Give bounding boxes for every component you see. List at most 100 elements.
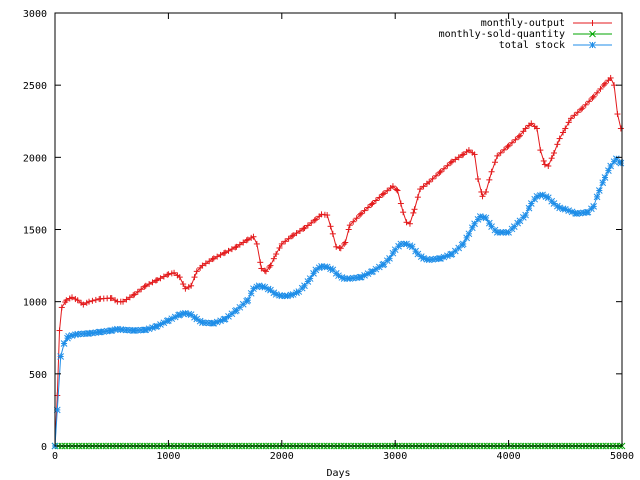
monthly-output-point bbox=[108, 295, 115, 302]
monthly-output-point bbox=[131, 291, 138, 298]
monthly-output-point bbox=[567, 115, 574, 122]
monthly-output-point bbox=[537, 147, 544, 154]
monthly-output-point bbox=[414, 194, 421, 201]
monthly-output-point bbox=[440, 165, 447, 172]
monthly-output-point bbox=[233, 243, 240, 250]
total-stock-point bbox=[386, 255, 393, 262]
monthly-output-point bbox=[562, 125, 569, 132]
monthly-output-point bbox=[123, 296, 130, 303]
monthly-output-point bbox=[285, 235, 292, 242]
monthly-output-point bbox=[210, 255, 217, 262]
monthly-output-point bbox=[601, 80, 608, 87]
total-stock-point bbox=[465, 230, 473, 238]
monthly-output-point bbox=[364, 204, 371, 211]
series-total-stock bbox=[51, 155, 625, 450]
monthly-output-point bbox=[250, 233, 257, 240]
monthly-output-point bbox=[429, 175, 436, 182]
total-stock-point bbox=[357, 273, 365, 281]
x-tick-label: 4000 bbox=[497, 451, 521, 462]
monthly-output-point bbox=[512, 136, 519, 143]
monthly-output-point bbox=[342, 239, 349, 246]
monthly-output-point bbox=[494, 152, 501, 159]
monthly-output-point bbox=[152, 277, 159, 284]
monthly-output-point bbox=[324, 212, 331, 219]
monthly-output-point bbox=[346, 222, 353, 229]
total-stock-point bbox=[187, 311, 195, 319]
monthly-output-point bbox=[225, 247, 232, 254]
monthly-output-point bbox=[556, 135, 563, 142]
total-stock-point bbox=[221, 315, 229, 323]
monthly-output-point bbox=[597, 85, 604, 92]
monthly-output-point bbox=[236, 241, 243, 248]
y-tick-label: 1500 bbox=[23, 226, 47, 237]
total-stock-point bbox=[550, 200, 558, 207]
monthly-output-point bbox=[253, 240, 260, 247]
legend-marker bbox=[589, 30, 596, 38]
monthly-output-point bbox=[261, 267, 268, 274]
monthly-output-point bbox=[164, 271, 171, 278]
monthly-output-point bbox=[214, 253, 221, 260]
monthly-output-point bbox=[394, 187, 401, 194]
total-stock-point bbox=[414, 250, 422, 258]
monthly-output-point bbox=[130, 292, 137, 299]
monthly-output-point bbox=[333, 243, 340, 250]
monthly-output-point bbox=[600, 82, 607, 89]
monthly-output-point bbox=[188, 282, 195, 289]
monthly-output-point bbox=[289, 233, 296, 240]
monthly-output-point bbox=[505, 142, 512, 149]
monthly-output-point bbox=[417, 186, 424, 193]
monthly-output-point bbox=[243, 237, 250, 244]
monthly-output-point bbox=[465, 147, 472, 154]
y-tick-label: 2000 bbox=[23, 153, 47, 164]
monthly-output-point bbox=[376, 194, 383, 201]
monthly-output-point bbox=[410, 209, 417, 216]
monthly-output-point bbox=[290, 232, 297, 239]
monthly-output-point bbox=[199, 262, 206, 269]
monthly-output-point bbox=[433, 172, 440, 179]
monthly-output-point bbox=[80, 301, 87, 308]
monthly-output-point bbox=[436, 169, 443, 176]
monthly-output-point bbox=[89, 297, 96, 304]
monthly-output-point bbox=[56, 327, 63, 334]
monthly-output-point bbox=[138, 286, 145, 293]
x-tick-label: 2000 bbox=[270, 451, 294, 462]
monthly-output-point bbox=[444, 162, 451, 169]
y-tick-label: 500 bbox=[29, 370, 47, 381]
monthly-output-point bbox=[217, 251, 224, 258]
total-stock-point bbox=[607, 162, 615, 170]
total-stock-point bbox=[301, 282, 308, 290]
monthly-output-point bbox=[528, 120, 535, 127]
monthly-output-point bbox=[240, 239, 247, 246]
monthly-output-point bbox=[182, 285, 189, 292]
monthly-output-point bbox=[389, 183, 396, 190]
monthly-output-point bbox=[550, 150, 557, 157]
total-stock-point bbox=[471, 220, 478, 228]
monthly-output-point bbox=[501, 146, 508, 153]
monthly-output-point bbox=[357, 211, 364, 218]
y-tick-label: 2500 bbox=[23, 81, 47, 92]
monthly-output-point bbox=[455, 154, 462, 161]
x-tick-label: 0 bbox=[52, 451, 58, 462]
monthly-output-point bbox=[160, 273, 167, 280]
monthly-output-point bbox=[582, 101, 589, 108]
total-stock-point bbox=[601, 174, 609, 181]
monthly-output-point bbox=[146, 281, 153, 288]
total-stock-point bbox=[57, 353, 65, 360]
monthly-output-point bbox=[533, 125, 540, 132]
total-stock-point bbox=[244, 296, 252, 304]
monthly-output-point bbox=[403, 219, 410, 226]
monthly-output-point bbox=[397, 200, 404, 207]
monthly-output-point bbox=[516, 132, 523, 139]
monthly-output-point bbox=[165, 271, 172, 278]
monthly-output-point bbox=[420, 183, 427, 190]
monthly-output-point bbox=[311, 217, 318, 224]
monthly-output-point bbox=[345, 226, 352, 233]
legend: monthly-outputmonthly-sold-quantitytotal… bbox=[439, 18, 612, 51]
total-stock-point bbox=[522, 211, 529, 219]
total-stock-point bbox=[228, 310, 236, 318]
monthly-output-point bbox=[350, 218, 357, 225]
monthly-output-point bbox=[586, 98, 593, 105]
monthly-output-point bbox=[491, 159, 498, 166]
